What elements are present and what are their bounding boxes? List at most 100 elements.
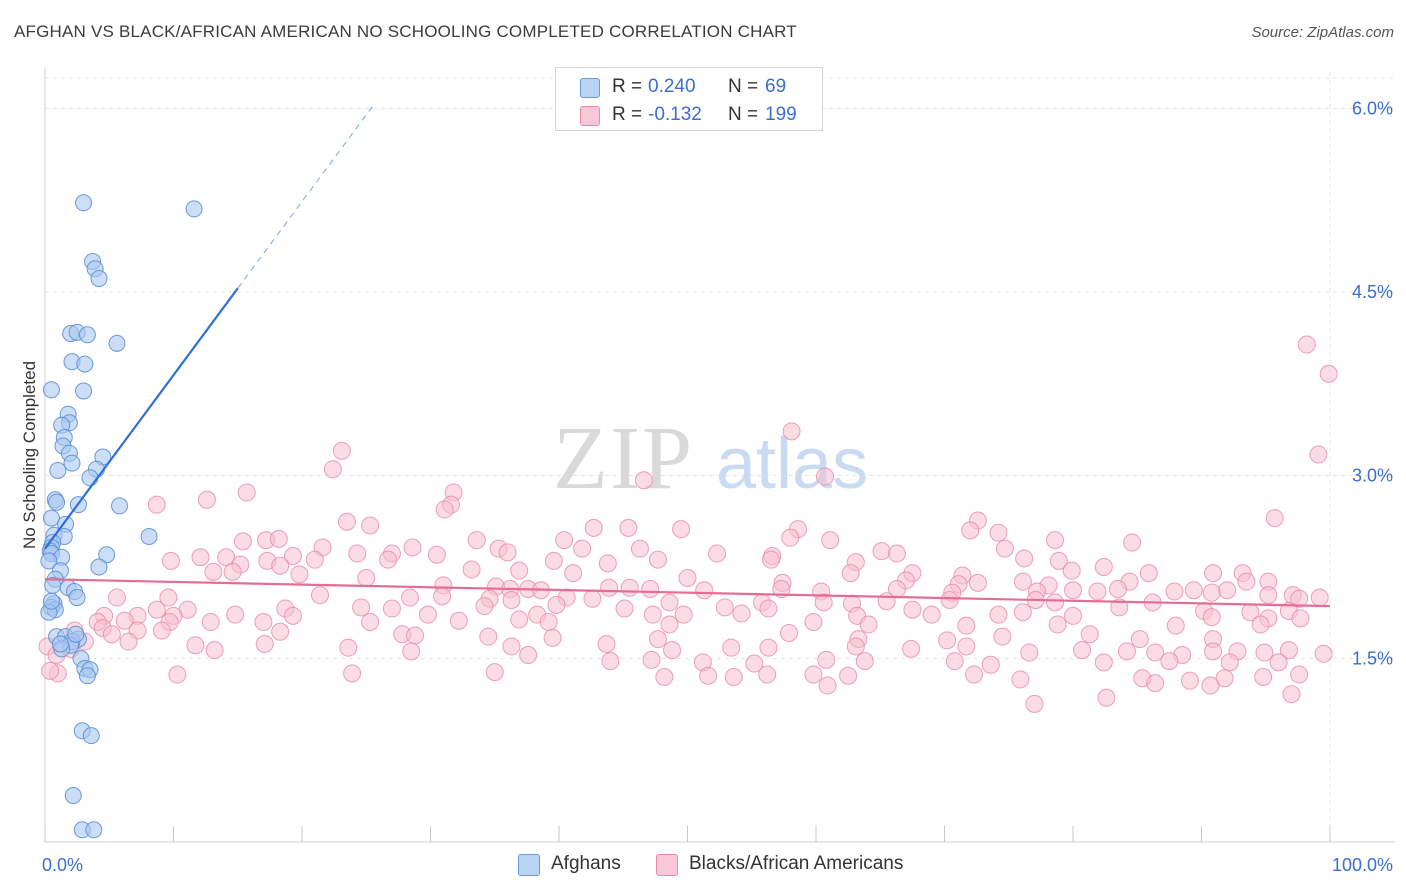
- data-point-afghans: [78, 326, 96, 344]
- data-point-blacks: [1255, 643, 1274, 662]
- trend-lines: [44, 105, 1331, 608]
- data-point-blacks: [284, 547, 303, 565]
- y-tick-label: 1.5%: [1352, 649, 1393, 669]
- data-point-afghans: [75, 382, 93, 400]
- stats-legend: R = 0.240 N = 69 R = -0.132 N = 199: [555, 67, 823, 131]
- data-point-blacks: [343, 664, 362, 683]
- data-point-afghans: [81, 469, 99, 487]
- data-point-blacks: [573, 539, 592, 558]
- data-point-blacks: [1290, 665, 1309, 684]
- data-point-blacks: [957, 637, 976, 656]
- data-point-blacks: [1094, 653, 1113, 672]
- axes: [44, 68, 1395, 843]
- data-point-blacks: [1309, 445, 1328, 464]
- data-point-blacks: [902, 639, 921, 658]
- data-point-blacks: [1117, 642, 1136, 661]
- data-point-blacks: [1046, 531, 1065, 550]
- data-point-blacks: [1259, 586, 1278, 605]
- data-point-blacks: [226, 605, 245, 624]
- n-label: N =: [728, 104, 759, 125]
- data-point-blacks: [233, 532, 252, 551]
- data-point-blacks: [1139, 564, 1158, 583]
- data-point-blacks: [1130, 630, 1149, 649]
- data-point-blacks: [780, 624, 799, 642]
- r-value: -0.132: [648, 104, 702, 125]
- data-point-blacks: [1204, 564, 1223, 583]
- data-point-blacks: [877, 592, 896, 611]
- data-point-blacks: [887, 544, 906, 563]
- data-point-blacks: [115, 611, 134, 630]
- data-point-blacks: [152, 621, 171, 640]
- data-point-blacks: [510, 561, 529, 580]
- data-point-blacks: [772, 580, 791, 598]
- data-point-blacks: [1013, 572, 1032, 591]
- data-point-afghans: [68, 589, 86, 607]
- data-point-afghans: [90, 270, 108, 288]
- data-point-blacks: [678, 569, 697, 587]
- data-point-blacks: [648, 550, 667, 569]
- data-point-blacks: [186, 636, 205, 655]
- data-point-blacks: [1015, 549, 1034, 568]
- data-point-blacks: [107, 588, 126, 607]
- data-point-blacks: [147, 600, 166, 619]
- data-point-blacks: [1204, 642, 1223, 661]
- data-point-blacks: [600, 578, 619, 597]
- data-point-blacks: [1201, 676, 1220, 695]
- data-point-blacks: [584, 518, 603, 537]
- data-point-afghans: [63, 454, 81, 472]
- data-point-blacks: [449, 611, 468, 630]
- data-point-blacks: [237, 483, 256, 502]
- data-point-blacks: [699, 666, 718, 685]
- data-point-blacks: [400, 588, 419, 607]
- data-point-blacks: [855, 652, 874, 671]
- data-point-blacks: [981, 655, 1000, 674]
- data-point-blacks: [1108, 580, 1127, 598]
- data-point-blacks: [615, 599, 634, 618]
- data-point-blacks: [147, 495, 166, 514]
- r-label: R =: [612, 76, 643, 97]
- data-point-blacks: [1202, 583, 1221, 602]
- data-point-blacks: [672, 520, 691, 539]
- data-point-blacks: [1269, 653, 1288, 672]
- data-point-blacks: [323, 460, 342, 479]
- data-point-blacks: [619, 518, 638, 537]
- data-point-blacks: [102, 625, 121, 644]
- data-point-blacks: [814, 593, 833, 612]
- data-point-blacks: [1220, 653, 1239, 672]
- data-point-blacks: [547, 595, 566, 614]
- data-point-blacks: [859, 615, 878, 634]
- series-blacks: [38, 335, 1338, 713]
- x-tick-label: 100.0%: [1332, 855, 1393, 875]
- data-point-blacks: [201, 613, 220, 631]
- data-point-afghans: [64, 787, 82, 805]
- watermark-zip: ZIP: [553, 409, 694, 508]
- data-point-blacks: [1180, 671, 1199, 690]
- data-point-blacks: [1064, 606, 1082, 625]
- data-point-blacks: [467, 531, 486, 550]
- data-point-blacks: [1048, 615, 1067, 634]
- data-point-blacks: [945, 652, 964, 671]
- data-point-afghans: [78, 667, 96, 685]
- data-point-blacks: [642, 650, 661, 669]
- data-point-blacks: [815, 467, 834, 486]
- tick-labels: 1.5% 3.0% 4.5% 6.0% 0.0% 100.0%: [42, 99, 1393, 875]
- data-point-blacks: [597, 635, 616, 653]
- data-point-blacks: [759, 638, 778, 657]
- data-point-blacks: [745, 654, 764, 673]
- data-point-blacks: [601, 652, 620, 671]
- data-point-afghans: [67, 625, 85, 643]
- data-point-blacks: [993, 627, 1012, 646]
- data-point-blacks: [630, 539, 649, 558]
- data-point-blacks: [660, 615, 679, 634]
- data-point-blacks: [968, 573, 987, 592]
- data-point-blacks: [903, 600, 922, 619]
- data-point-blacks: [502, 637, 521, 656]
- data-point-blacks: [1062, 561, 1081, 580]
- data-point-blacks: [1080, 625, 1099, 644]
- data-point-blacks: [821, 531, 840, 550]
- y-tick-label: 6.0%: [1352, 99, 1393, 119]
- n-value: 199: [765, 104, 797, 125]
- data-point-afghans: [49, 461, 67, 479]
- n-label: N =: [728, 76, 759, 97]
- data-point-blacks: [498, 543, 517, 562]
